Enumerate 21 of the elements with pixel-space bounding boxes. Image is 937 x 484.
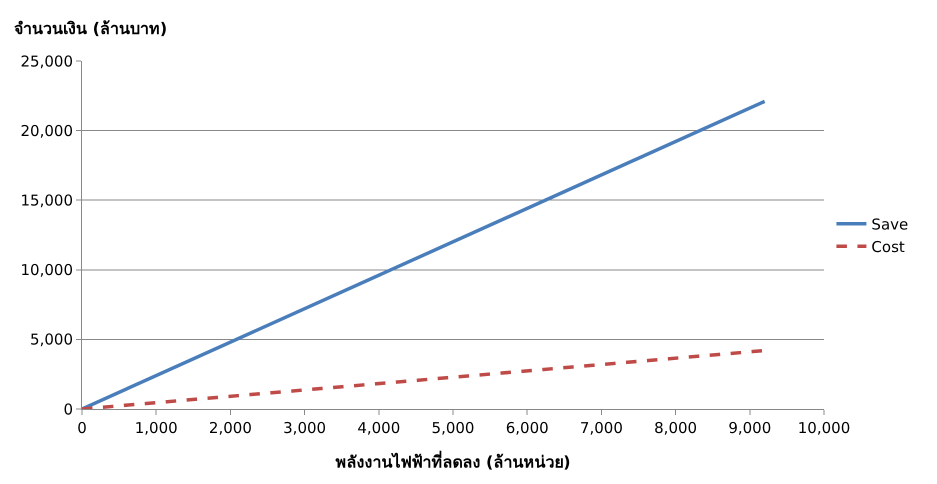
x-tick-label: 8,000 (654, 419, 698, 437)
y-axis-title: จำนวนเงิน (ล้านบาท) (14, 19, 168, 38)
x-tick-label: 1,000 (134, 419, 178, 437)
y-tick-label: 5,000 (30, 330, 73, 349)
x-tick-label: 7,000 (580, 419, 623, 437)
y-tick-label: 10,000 (20, 261, 73, 280)
x-tick-label: 2,000 (208, 419, 252, 437)
legend-label: Save (871, 216, 908, 234)
x-tick-label: 10,000 (798, 419, 850, 437)
y-tick-label: 15,000 (20, 191, 73, 210)
x-tick-label: 3,000 (283, 419, 326, 437)
x-tick-label: 6,000 (506, 419, 549, 437)
x-tick-label: 4,000 (357, 419, 400, 437)
y-tick-label: 0 (63, 400, 73, 418)
legend-label: Cost (871, 238, 905, 256)
x-axis-title: พลังงานไฟฟ้าที่ลดลง (ล้านหน่วย) (335, 450, 571, 472)
y-tick-label: 20,000 (20, 122, 73, 140)
y-tick-label: 25,000 (20, 52, 73, 70)
x-tick-label: 0 (77, 419, 87, 437)
x-tick-label: 9,000 (728, 419, 772, 437)
x-tick-label: 5,000 (432, 419, 474, 437)
